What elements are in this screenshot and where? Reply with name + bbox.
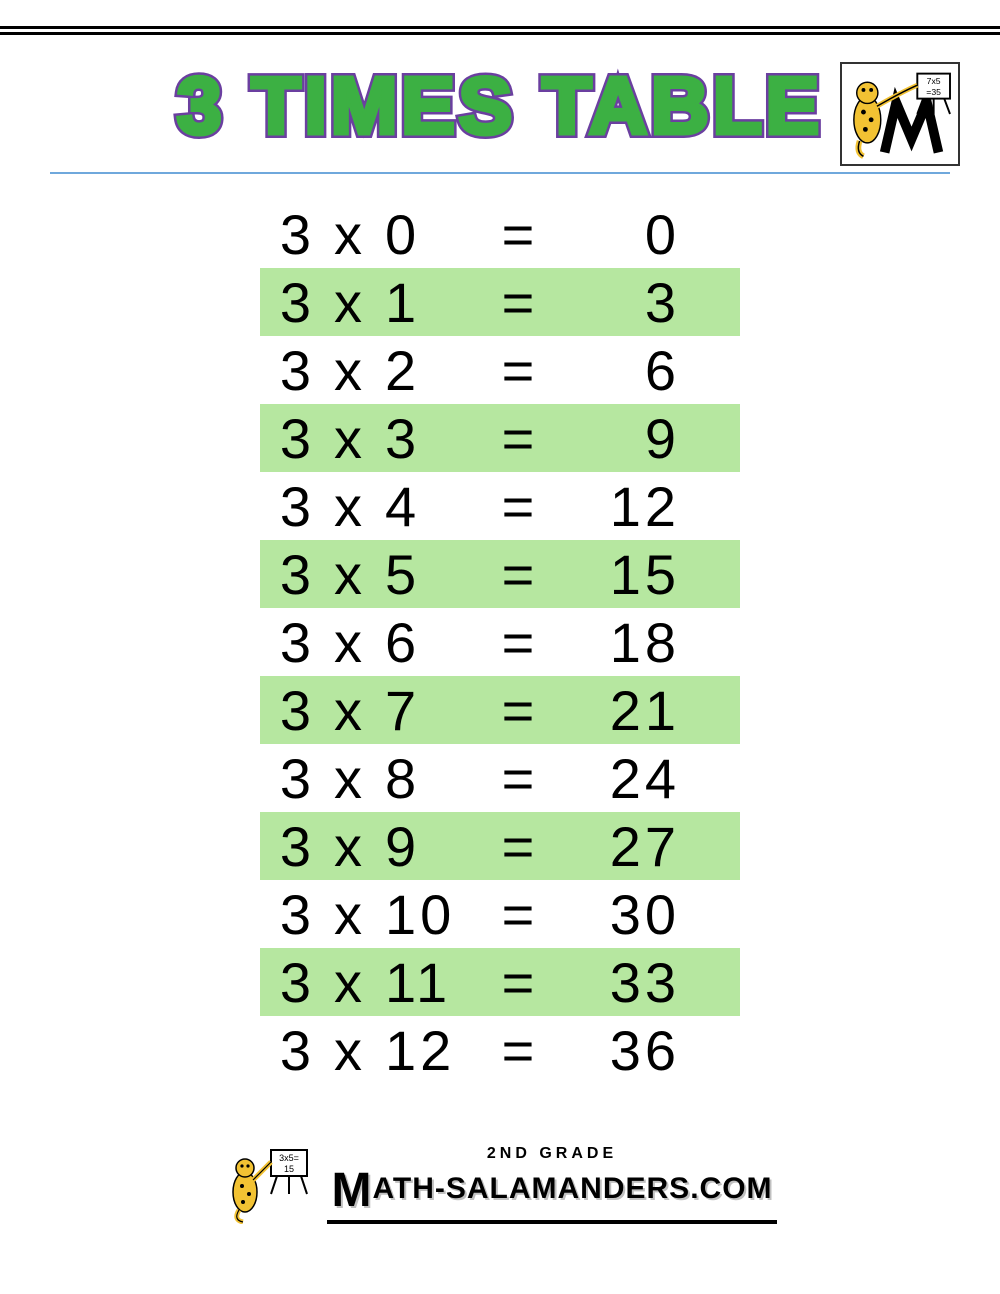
footer-salamander-icon: 3x5= 15: [223, 1144, 313, 1224]
multiplier: 6: [385, 610, 480, 675]
multiplier: 8: [385, 746, 480, 811]
equals-symbol: =: [480, 338, 560, 403]
multiplicand: 3: [260, 678, 315, 743]
product: 33: [560, 950, 680, 1015]
multiplier: 3: [385, 406, 480, 471]
table-row: 3x6=18: [260, 608, 740, 676]
equals-symbol: =: [480, 270, 560, 335]
page-title-wrap: 3 TIMES TABLE 3 TIMES TABLE 3 TIMES TABL…: [50, 60, 950, 152]
product: 18: [560, 610, 680, 675]
multiply-symbol: x: [315, 202, 385, 267]
brand-logo: 7x5 =35: [840, 62, 960, 166]
multiplicand: 3: [260, 202, 315, 267]
svg-text:3x5=: 3x5=: [280, 1153, 300, 1163]
multiplier: 1: [385, 270, 480, 335]
salamander-logo-icon: 7x5 =35: [842, 64, 958, 164]
multiply-symbol: x: [315, 1018, 385, 1083]
multiply-symbol: x: [315, 270, 385, 335]
multiply-symbol: x: [315, 746, 385, 811]
multiplier: 5: [385, 542, 480, 607]
multiplicand: 3: [260, 814, 315, 879]
top-rule-1: [0, 26, 1000, 29]
title-fill: 3 TIMES TABLE: [177, 60, 823, 152]
multiplicand: 3: [260, 950, 315, 1015]
multiplicand: 3: [260, 1018, 315, 1083]
equals-symbol: =: [480, 542, 560, 607]
equals-symbol: =: [480, 814, 560, 879]
multiply-symbol: x: [315, 882, 385, 947]
equals-symbol: =: [480, 406, 560, 471]
multiplier: 12: [385, 1018, 480, 1083]
table-row: 3x0=0: [260, 200, 740, 268]
multiplicand: 3: [260, 610, 315, 675]
multiplicand: 3: [260, 882, 315, 947]
multiplicand: 3: [260, 746, 315, 811]
multiplier: 9: [385, 814, 480, 879]
table-row: 3x1=3: [260, 268, 740, 336]
footer-site-text: ATH-SALAMANDERS.COM: [372, 1172, 772, 1205]
multiply-symbol: x: [315, 542, 385, 607]
multiply-symbol: x: [315, 950, 385, 1015]
table-row: 3x11=33: [260, 948, 740, 1016]
equals-symbol: =: [480, 746, 560, 811]
top-rule-2: [0, 32, 1000, 35]
multiplier: 7: [385, 678, 480, 743]
header: 3 TIMES TABLE 3 TIMES TABLE 3 TIMES TABL…: [50, 60, 950, 170]
svg-text:15: 15: [284, 1164, 294, 1174]
multiply-symbol: x: [315, 474, 385, 539]
table-row: 3x2=6: [260, 336, 740, 404]
product: 0: [560, 202, 680, 267]
multiply-symbol: x: [315, 610, 385, 675]
table-row: 3x4=12: [260, 472, 740, 540]
footer-grade: 2ND GRADE: [327, 1145, 776, 1163]
footer: 3x5= 15 2ND GRADE MATH-SALAMANDERS.COM: [0, 1144, 1000, 1224]
equals-symbol: =: [480, 474, 560, 539]
multiplier: 10: [385, 882, 480, 947]
table-row: 3x9=27: [260, 812, 740, 880]
table-row: 3x5=15: [260, 540, 740, 608]
multiplier: 11: [385, 950, 480, 1015]
multiplicand: 3: [260, 270, 315, 335]
header-underline: [50, 172, 950, 174]
table-row: 3x12=36: [260, 1016, 740, 1084]
multiply-symbol: x: [315, 338, 385, 403]
product: 21: [560, 678, 680, 743]
equals-symbol: =: [480, 882, 560, 947]
footer-text: 2ND GRADE MATH-SALAMANDERS.COM: [327, 1145, 776, 1224]
svg-text:7x5: 7x5: [927, 76, 941, 86]
equals-symbol: =: [480, 202, 560, 267]
multiplicand: 3: [260, 474, 315, 539]
multiplicand: 3: [260, 406, 315, 471]
product: 12: [560, 474, 680, 539]
table-row: 3x8=24: [260, 744, 740, 812]
equals-symbol: =: [480, 610, 560, 675]
equals-symbol: =: [480, 678, 560, 743]
product: 27: [560, 814, 680, 879]
times-table: 3x0=03x1=33x2=63x3=93x4=123x5=153x6=183x…: [0, 200, 1000, 1084]
table-row: 3x3=9: [260, 404, 740, 472]
footer-site: MATH-SALAMANDERS.COM: [327, 1163, 776, 1224]
equals-symbol: =: [480, 950, 560, 1015]
product: 36: [560, 1018, 680, 1083]
product: 15: [560, 542, 680, 607]
multiplier: 2: [385, 338, 480, 403]
multiplier: 0: [385, 202, 480, 267]
multiply-symbol: x: [315, 406, 385, 471]
product: 30: [560, 882, 680, 947]
footer-big-m: M: [331, 1163, 372, 1218]
multiplicand: 3: [260, 542, 315, 607]
multiply-symbol: x: [315, 678, 385, 743]
multiplier: 4: [385, 474, 480, 539]
product: 6: [560, 338, 680, 403]
table-row: 3x10=30: [260, 880, 740, 948]
product: 3: [560, 270, 680, 335]
table-row: 3x7=21: [260, 676, 740, 744]
page-title: 3 TIMES TABLE 3 TIMES TABLE 3 TIMES TABL…: [177, 60, 823, 152]
equals-symbol: =: [480, 1018, 560, 1083]
multiplicand: 3: [260, 338, 315, 403]
product: 9: [560, 406, 680, 471]
svg-text:=35: =35: [926, 87, 941, 97]
product: 24: [560, 746, 680, 811]
multiply-symbol: x: [315, 814, 385, 879]
